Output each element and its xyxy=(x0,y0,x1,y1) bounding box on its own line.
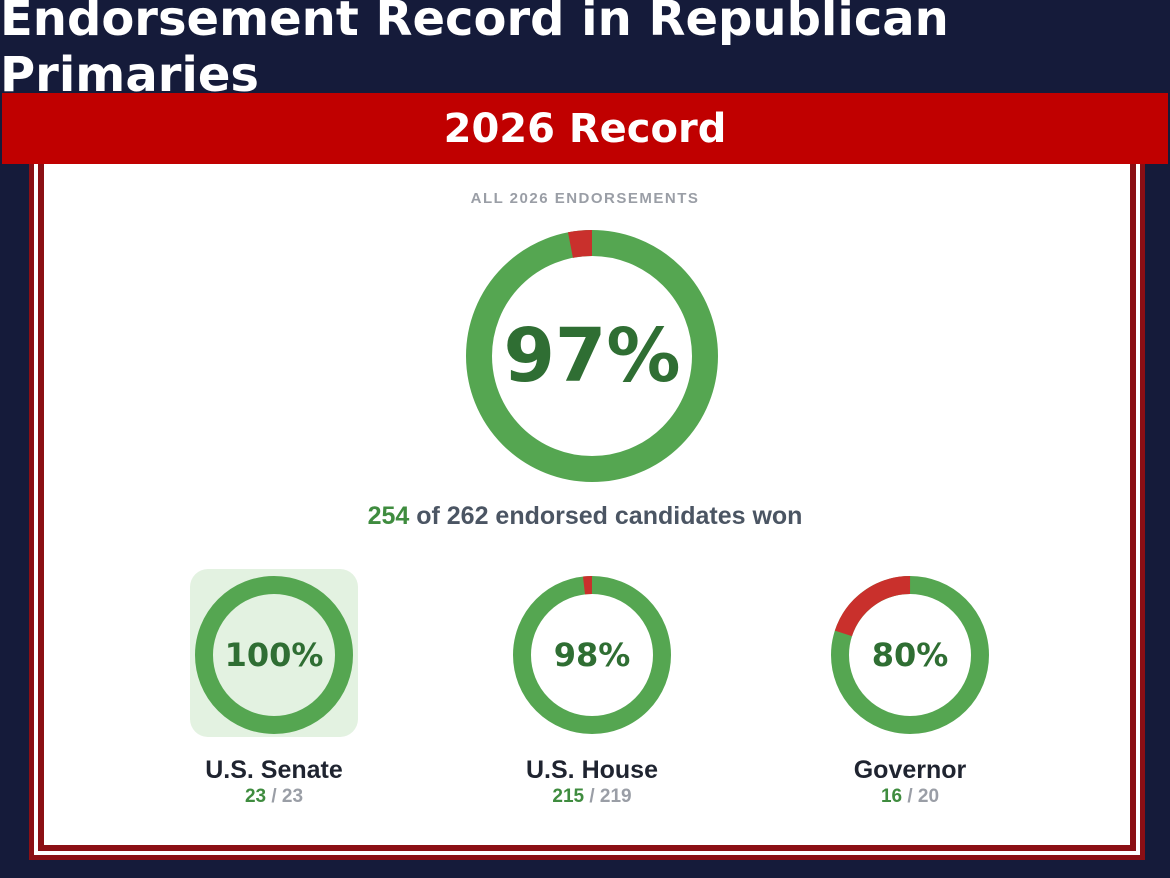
overall-summary: 254 of 262 endorsed candidates won xyxy=(0,502,1170,531)
category-count-senate: 23 / 23 xyxy=(144,786,404,808)
senate-total-count: / 23 xyxy=(266,786,304,807)
category-name-senate: U.S. Senate xyxy=(205,756,343,784)
overall-summary-text: of 262 endorsed candidates won xyxy=(409,502,803,530)
senate-percent-label: 100% xyxy=(225,636,324,674)
title-banner: Endorsement Record in Republican Primari… xyxy=(0,0,1170,103)
category-name-governor: Governor xyxy=(853,756,967,784)
house-won-arc xyxy=(513,576,671,734)
governor-percent-label: 80% xyxy=(872,636,949,674)
page-subtitle: 2026 Record xyxy=(443,105,727,152)
house-lost-arc xyxy=(513,575,671,734)
governor-won-count: 16 xyxy=(880,786,903,807)
overall-percent-label: 97% xyxy=(503,313,680,399)
house-percent-label: 98% xyxy=(554,636,631,674)
page-title: Endorsement Record in Republican Primari… xyxy=(0,0,949,103)
house-won-count: 215 xyxy=(552,786,585,807)
category-name-house: U.S. House xyxy=(526,756,658,784)
overall-lost-arc xyxy=(466,230,718,482)
category-count-governor: 16 / 20 xyxy=(780,786,1040,808)
subtitle-banner: 2026 Record xyxy=(2,93,1168,164)
category-count-house: 215 / 219 xyxy=(462,786,722,808)
governor-total-count: / 20 xyxy=(902,786,940,807)
governor-lost-arc xyxy=(831,575,990,734)
senate-won-arc xyxy=(195,576,353,734)
senate-highlight-bg xyxy=(190,569,358,737)
house-total-count: / 219 xyxy=(584,786,632,807)
senate-won-count: 23 xyxy=(244,786,267,807)
overall-section-label: ALL 2026 ENDORSEMENTS xyxy=(470,190,700,207)
overall-won-count: 254 xyxy=(367,502,410,530)
